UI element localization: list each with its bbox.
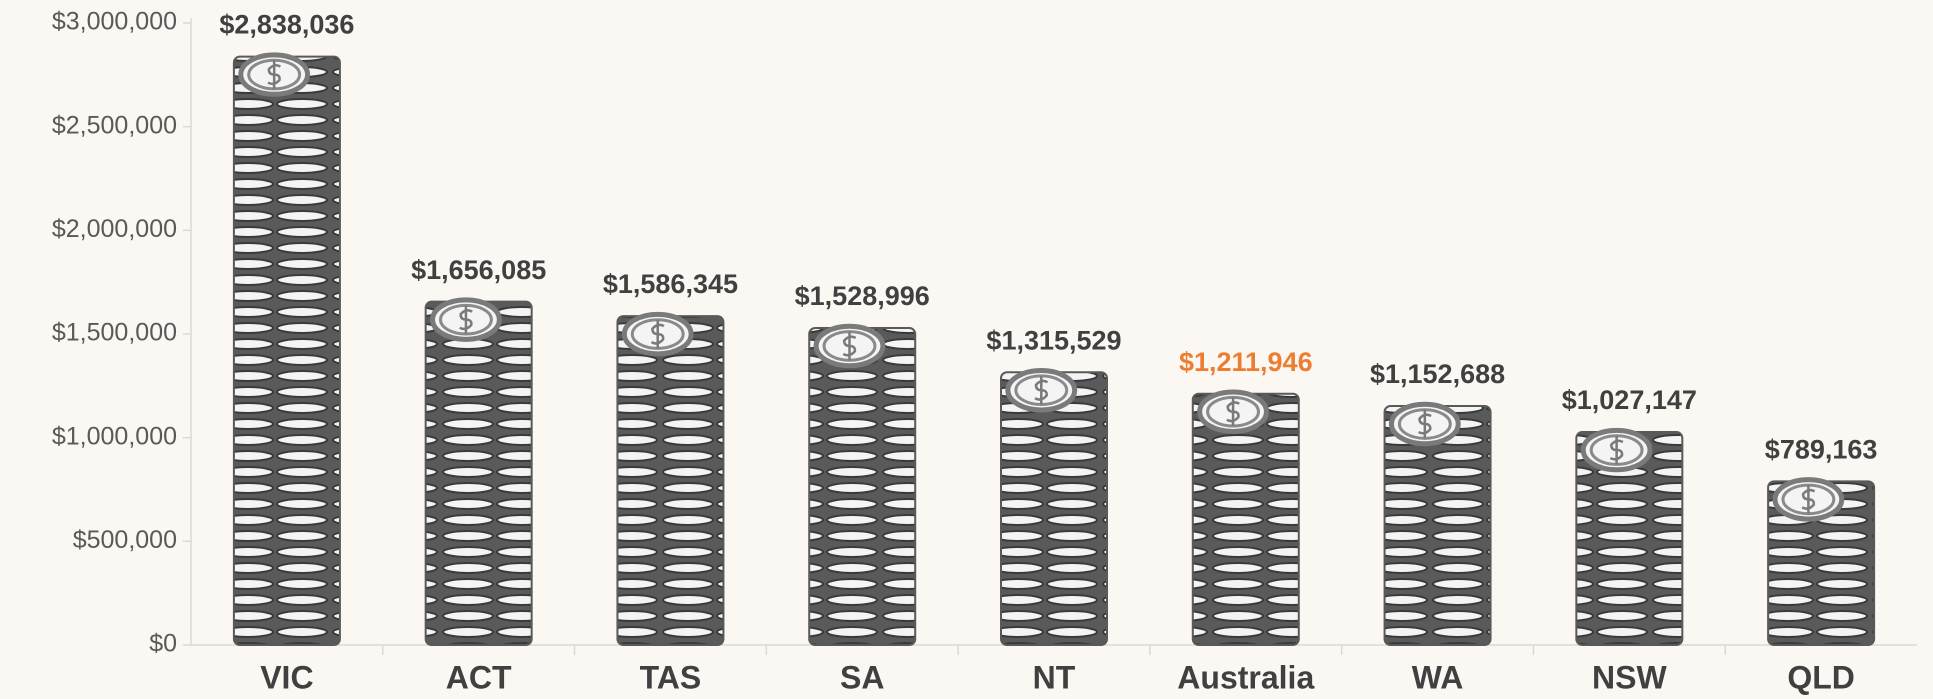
value-label: $1,211,946: [1179, 347, 1313, 377]
coin-ring: [1014, 374, 1069, 407]
coin-ring: [1589, 434, 1644, 466]
x-tick-label: ACT: [446, 659, 512, 695]
coin-symbol: [842, 331, 857, 361]
x-tick-label: QLD: [1787, 659, 1855, 695]
coin-icon: [621, 311, 694, 357]
coin-symbol: [1417, 409, 1432, 439]
bar: [616, 315, 725, 646]
coin-icon: [238, 52, 311, 97]
coin-symbol: [459, 305, 473, 334]
value-label: $1,315,529: [986, 325, 1121, 355]
value-label: $1,586,345: [603, 269, 738, 299]
x-tick-label: SA: [840, 659, 884, 695]
x-tick-label: NSW: [1592, 659, 1667, 695]
y-tick-label: $3,000,000: [52, 8, 177, 36]
y-tick-label: $2,500,000: [52, 111, 177, 139]
coin-icon: [1388, 401, 1461, 447]
coin-ring: [247, 58, 302, 91]
coin-ring: [822, 330, 877, 362]
x-tick-label: Australia: [1177, 659, 1314, 695]
x-tick-label: WA: [1412, 659, 1464, 695]
value-label: $1,656,085: [411, 255, 546, 285]
y-tick-label: $2,000,000: [52, 215, 177, 243]
coin-icon: [813, 323, 886, 369]
coin-ring: [439, 303, 493, 336]
value-label: $2,838,036: [219, 10, 354, 40]
coin-symbol: [1034, 376, 1049, 405]
coin-symbol: [1609, 435, 1624, 465]
coin-icon: [1580, 427, 1653, 473]
y-tick-label: $1,000,000: [52, 422, 177, 450]
coin-icon: [1197, 389, 1269, 434]
value-label: $1,152,688: [1370, 359, 1505, 389]
value-label: $789,163: [1765, 435, 1878, 465]
coin-symbol: [267, 60, 282, 89]
bar: [424, 300, 533, 646]
value-label: $1,027,147: [1562, 385, 1697, 415]
coin-ring: [1206, 395, 1260, 428]
coin-icon: [1772, 477, 1845, 522]
bar: [232, 55, 341, 646]
coin-ring: [630, 318, 685, 350]
coin-icon: [1005, 368, 1078, 413]
coin-icon: [430, 297, 502, 342]
coin-symbol: [1801, 485, 1816, 514]
coin-ring: [1781, 483, 1836, 516]
coin-symbol: [1226, 397, 1240, 426]
y-tick-label: $500,000: [73, 526, 177, 554]
y-tick-label: $0: [149, 630, 177, 658]
value-label: $1,528,996: [795, 281, 930, 311]
x-tick-label: NT: [1033, 659, 1076, 695]
x-tick-label: TAS: [640, 659, 702, 695]
coin-symbol: [650, 319, 665, 349]
coin-ring: [1397, 408, 1452, 440]
bar: [808, 326, 917, 646]
bar: [1000, 371, 1108, 646]
y-tick-label: $1,500,000: [52, 319, 177, 347]
x-tick-label: VIC: [260, 659, 313, 695]
